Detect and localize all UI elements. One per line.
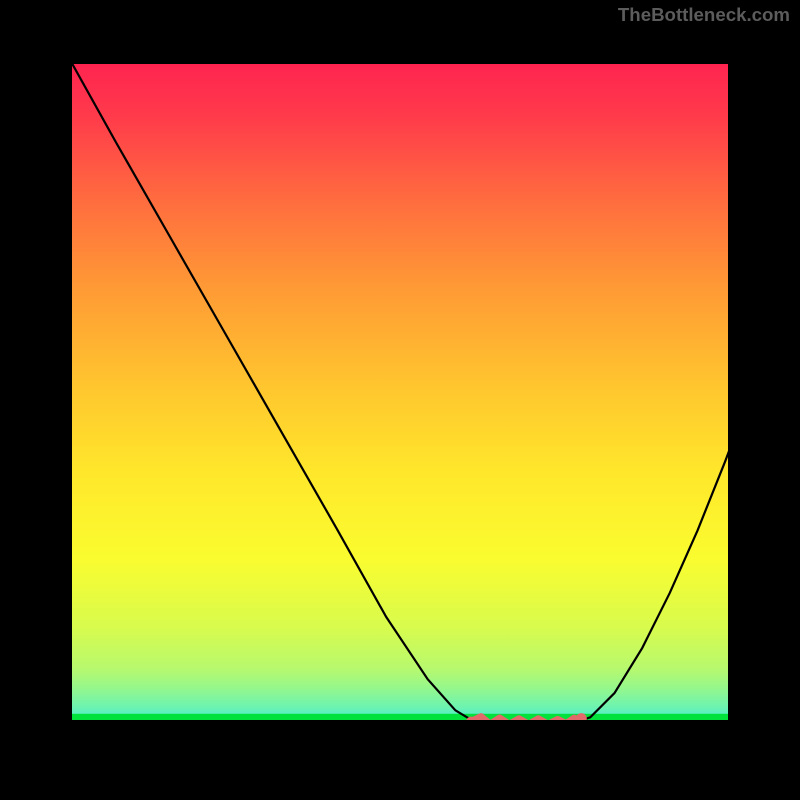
bottleneck-chart	[0, 0, 800, 800]
plot-background	[54, 46, 746, 738]
watermark: TheBottleneck.com	[618, 4, 790, 26]
chart-container: TheBottleneck.com	[0, 0, 800, 800]
